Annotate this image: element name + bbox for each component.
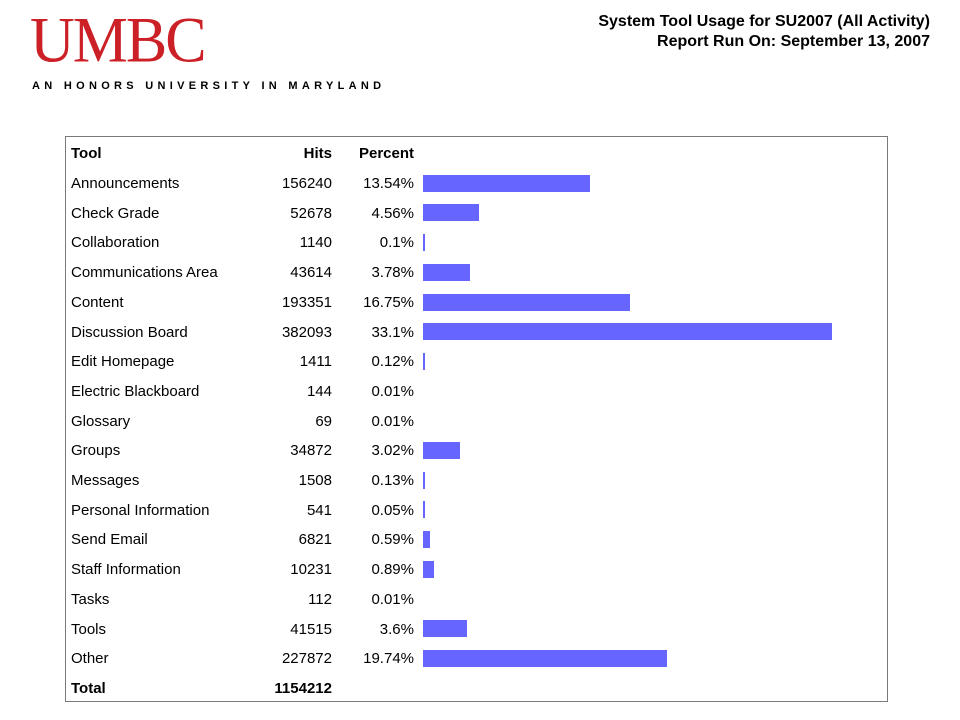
table-row: Electric Blackboard 144 0.01% (66, 377, 887, 407)
table-row: Edit Homepage 1411 0.12% (66, 347, 887, 377)
tool-percent: 3.02% (371, 442, 414, 460)
tool-percent: 0.13% (371, 472, 414, 490)
table-row: Collaboration 1140 0.1% (66, 228, 887, 258)
tool-hits: 541 (306, 501, 332, 519)
usage-bar (423, 174, 591, 192)
table-header-row: Tool Hits Percent (66, 139, 887, 169)
tool-percent: 19.74% (363, 650, 414, 668)
tool-usage-table: Tool Hits Percent Announcements 156240 13.… (65, 136, 888, 702)
tool-percent: 0.01% (371, 412, 414, 430)
tool-name: Messages (71, 472, 140, 490)
tool-name: Check Grade (71, 204, 160, 222)
usage-bar (423, 471, 425, 489)
tool-hits: 1140 (299, 234, 332, 252)
tool-percent: 0.89% (371, 561, 414, 579)
usage-bar (423, 531, 431, 549)
logo-wordmark: UMBC (30, 4, 207, 77)
table-row: Other 227872 19.74% (66, 644, 887, 674)
tool-hits: 1508 (298, 472, 332, 490)
usage-bar (423, 323, 832, 341)
tool-name: Personal Information (71, 501, 210, 519)
table-row: Communications Area 43614 3.78% (66, 258, 887, 288)
report-title: System Tool Usage for SU2007 (All Activi… (598, 13, 930, 30)
table-row: Glossary 69 0.01% (66, 406, 887, 436)
tool-name: Communications Area (71, 264, 218, 282)
report-header: System Tool Usage for SU2007 (All Activi… (598, 12, 930, 52)
tool-hits: 69 (315, 412, 332, 430)
tool-name: Electric Blackboard (71, 382, 200, 400)
tool-percent: 4.56% (371, 204, 414, 222)
tool-percent: 33.1% (371, 323, 414, 341)
header-tool: Tool (71, 145, 102, 163)
tool-hits: 34872 (290, 442, 332, 460)
tool-name: Tools (71, 620, 107, 638)
tool-name: Edit Homepage (71, 353, 175, 371)
tool-name: Discussion Board (71, 323, 188, 341)
tool-name: Staff Information (71, 561, 181, 579)
tool-name: Groups (71, 442, 121, 460)
usage-bar (423, 620, 468, 638)
tool-percent: 0.05% (371, 501, 414, 519)
tool-name: Content (71, 293, 124, 311)
usage-bar (423, 293, 630, 311)
tool-name: Collaboration (71, 234, 160, 252)
tool-hits: 156240 (281, 175, 332, 193)
tool-hits: 6821 (298, 531, 332, 549)
total-hits: 1154212 (274, 679, 332, 697)
tool-percent: 3.78% (371, 264, 414, 282)
usage-bar (423, 263, 470, 281)
tool-percent: 0.1% (379, 234, 414, 252)
table-row: Messages 1508 0.13% (66, 466, 887, 496)
usage-bar (423, 204, 480, 222)
usage-bar (423, 560, 434, 578)
tool-hits: 41515 (290, 620, 332, 638)
tool-percent: 16.75% (363, 293, 414, 311)
logo-tagline: AN HONORS UNIVERSITY IN MARYLAND (32, 80, 386, 92)
table-row: Check Grade 52678 4.56% (66, 198, 887, 228)
table-row: Discussion Board 382093 33.1% (66, 317, 887, 347)
table-row: Staff Information 10231 0.89% (66, 555, 887, 585)
tool-name: Glossary (71, 412, 131, 430)
header-percent: Percent (358, 145, 414, 163)
umbc-logo: UMBC AN HONORS UNIVERSITY IN MARYLAND (30, 8, 410, 98)
tool-percent: 3.6% (379, 620, 414, 638)
table-row: Personal Information 541 0.05% (66, 495, 887, 525)
table-row: Announcements 156240 13.54% (66, 169, 887, 199)
tool-hits: 52678 (290, 204, 332, 222)
usage-bar (423, 352, 425, 370)
usage-bar (423, 442, 461, 459)
tool-name: Announcements (71, 175, 180, 193)
tool-hits: 193351 (281, 293, 332, 311)
tool-percent: 0.01% (371, 382, 414, 400)
tool-hits: 144 (306, 382, 332, 400)
table-row: Content 193351 16.75% (66, 288, 887, 318)
usage-bar (423, 234, 425, 252)
tool-hits: 43614 (290, 264, 332, 282)
tool-percent: 0.59% (371, 531, 414, 549)
tool-hits: 382093 (281, 323, 332, 341)
table-row: Groups 34872 3.02% (66, 436, 887, 466)
tool-name: Tasks (71, 590, 110, 608)
tool-percent: 0.12% (371, 353, 414, 371)
tool-name: Send Email (71, 531, 148, 549)
report-run-date: Report Run On: September 13, 2007 (657, 33, 930, 50)
table-row: Tasks 112 0.01% (66, 585, 887, 615)
table-row: Send Email 6821 0.59% (66, 525, 887, 555)
tool-hits: 10231 (290, 561, 332, 579)
tool-percent: 0.01% (371, 590, 414, 608)
tool-name: Other (71, 650, 109, 668)
tool-hits: 112 (308, 590, 332, 608)
usage-bar (423, 501, 425, 519)
total-label: Total (71, 679, 106, 697)
tool-percent: 13.54% (363, 175, 414, 193)
table-row: Tools 41515 3.6% (66, 614, 887, 644)
usage-bar (423, 649, 667, 667)
tool-hits: 1411 (299, 353, 332, 371)
table-total-row: Total 1154212 (66, 674, 887, 704)
tool-hits: 227872 (281, 650, 332, 668)
header-hits: Hits (303, 145, 332, 163)
